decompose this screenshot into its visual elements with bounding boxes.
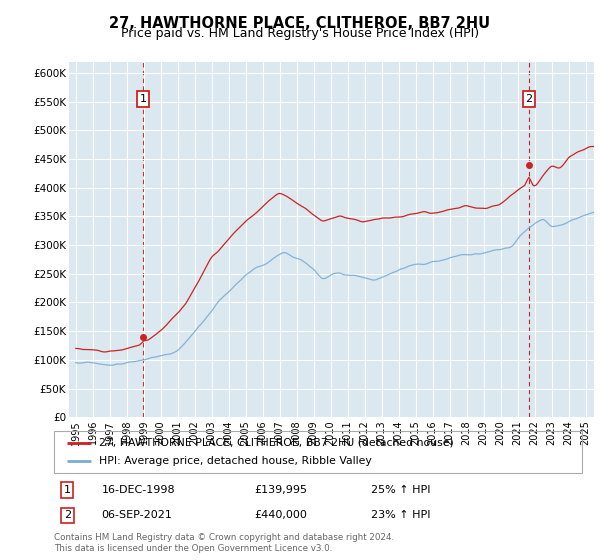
Text: Contains HM Land Registry data © Crown copyright and database right 2024.
This d: Contains HM Land Registry data © Crown c… bbox=[54, 533, 394, 553]
Text: 2: 2 bbox=[526, 94, 533, 104]
Text: 1: 1 bbox=[64, 485, 71, 495]
Text: 16-DEC-1998: 16-DEC-1998 bbox=[101, 485, 175, 495]
Text: 06-SEP-2021: 06-SEP-2021 bbox=[101, 510, 172, 520]
Text: HPI: Average price, detached house, Ribble Valley: HPI: Average price, detached house, Ribb… bbox=[99, 456, 371, 466]
Text: 2: 2 bbox=[64, 510, 71, 520]
Text: Price paid vs. HM Land Registry's House Price Index (HPI): Price paid vs. HM Land Registry's House … bbox=[121, 27, 479, 40]
Text: 23% ↑ HPI: 23% ↑ HPI bbox=[371, 510, 430, 520]
Text: 27, HAWTHORNE PLACE, CLITHEROE, BB7 2HU: 27, HAWTHORNE PLACE, CLITHEROE, BB7 2HU bbox=[109, 16, 491, 31]
Text: £440,000: £440,000 bbox=[254, 510, 308, 520]
Text: 27, HAWTHORNE PLACE, CLITHEROE, BB7 2HU (detached house): 27, HAWTHORNE PLACE, CLITHEROE, BB7 2HU … bbox=[99, 438, 454, 448]
Text: 25% ↑ HPI: 25% ↑ HPI bbox=[371, 485, 430, 495]
Text: £139,995: £139,995 bbox=[254, 485, 308, 495]
Text: 1: 1 bbox=[140, 94, 146, 104]
